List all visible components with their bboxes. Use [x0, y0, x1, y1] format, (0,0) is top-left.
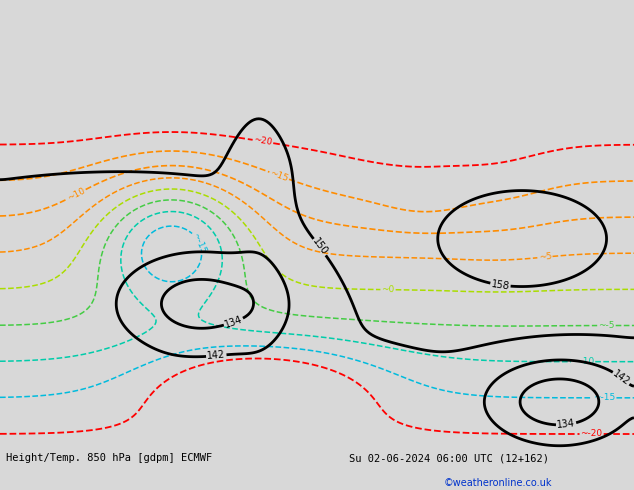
Text: ~10: ~10	[66, 186, 87, 203]
Text: Su 02-06-2024 06:00 UTC (12+162): Su 02-06-2024 06:00 UTC (12+162)	[349, 453, 548, 463]
Text: ~0: ~0	[381, 285, 395, 294]
Text: Height/Temp. 850 hPa [gdpm] ECMWF: Height/Temp. 850 hPa [gdpm] ECMWF	[6, 453, 212, 463]
Text: ~-20: ~-20	[581, 430, 603, 439]
Text: 142: 142	[207, 350, 226, 362]
Text: ~-5: ~-5	[598, 321, 615, 330]
Text: 134: 134	[557, 418, 576, 431]
Text: 150: 150	[310, 237, 329, 257]
Text: 142: 142	[611, 368, 631, 388]
Text: 158: 158	[491, 279, 510, 291]
Text: ~-15: ~-15	[191, 231, 208, 255]
Text: ~20: ~20	[253, 136, 273, 147]
Text: 134: 134	[223, 314, 244, 330]
Text: ~-10: ~-10	[572, 357, 594, 366]
Text: ~15: ~15	[269, 168, 290, 183]
Text: ~-15: ~-15	[593, 393, 616, 402]
Text: ©weatheronline.co.uk: ©weatheronline.co.uk	[444, 478, 552, 488]
Text: ~5: ~5	[538, 252, 552, 262]
